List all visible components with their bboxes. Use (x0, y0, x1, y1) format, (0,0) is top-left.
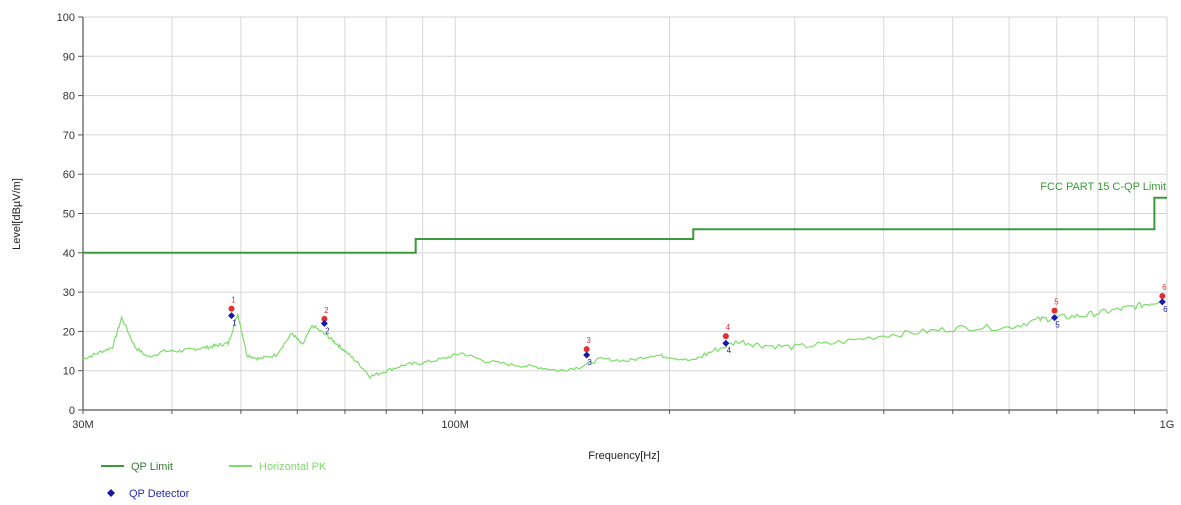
y-tick-label: 60 (63, 169, 75, 181)
y-tick-label: 90 (63, 51, 75, 63)
peak-marker (583, 346, 590, 353)
y-tick-label: 50 (63, 209, 75, 221)
y-tick-label: 10 (63, 366, 75, 378)
qp-detector-label: 2 (325, 327, 330, 336)
series-layer (82, 196, 1167, 380)
legend-label-qp-detector: QP Detector (129, 488, 190, 500)
legend-swatch-qp-detector (107, 489, 115, 497)
qp-detector-point (227, 312, 235, 320)
markers-layer: 1 1 2 2 3 3 4 4 5 5 6 6 (227, 283, 1168, 367)
y-axis-ticks: 0 10 20 30 40 50 60 70 80 90 100 (57, 12, 83, 417)
peak-marker (228, 305, 235, 312)
legend: QP Limit Horizontal PK QP Detector (101, 461, 327, 500)
qp-detector-point (320, 320, 328, 328)
y-tick-label: 70 (63, 130, 75, 142)
y-tick-label: 40 (63, 248, 75, 260)
peak-marker-label: 2 (324, 306, 329, 315)
series-line-qp-limit (83, 196, 1167, 254)
qp-detector-label: 3 (587, 358, 592, 367)
y-tick-label: 30 (63, 287, 75, 299)
y-tick-label: 20 (63, 326, 75, 338)
qp-detector-label: 6 (1163, 305, 1168, 314)
y-tick-label: 0 (69, 405, 75, 417)
x-axis-title: Frequency[Hz] (588, 450, 660, 462)
chart-grid (82, 16, 1168, 411)
series-line-horizontal-pk (82, 299, 1163, 380)
peak-marker-label: 1 (231, 296, 236, 305)
peak-marker-label: 4 (726, 323, 731, 332)
x-tick-label: 1G (1160, 419, 1175, 431)
peak-marker (321, 315, 328, 322)
y-axis-title: Level[dBµV/m] (11, 178, 23, 250)
peak-marker-label: 6 (1162, 283, 1167, 292)
legend-label-horizontal-pk: Horizontal PK (259, 461, 327, 473)
peak-marker-label: 5 (1054, 298, 1059, 307)
peak-marker (1159, 293, 1166, 300)
limit-annotation: FCC PART 15 C-QP Limit (1040, 181, 1166, 193)
qp-detector-point (1158, 298, 1166, 306)
qp-detector-point (722, 339, 730, 347)
legend-label-qp-limit: QP Limit (131, 461, 173, 473)
x-axis-ticks: 30M 100M 1G (72, 410, 1174, 431)
y-tick-label: 80 (63, 91, 75, 103)
qp-detector-label: 5 (1055, 321, 1060, 330)
y-tick-label: 100 (57, 12, 75, 24)
x-tick-label: 100M (441, 419, 469, 431)
peak-marker (1051, 307, 1058, 314)
peak-marker-label: 3 (586, 336, 591, 345)
qp-detector-point (1051, 314, 1059, 322)
x-tick-label: 30M (72, 419, 93, 431)
qp-detector-label: 1 (232, 319, 237, 328)
qp-detector-label: 4 (727, 346, 732, 355)
peak-marker (722, 333, 729, 340)
qp-detector-point (583, 351, 591, 359)
